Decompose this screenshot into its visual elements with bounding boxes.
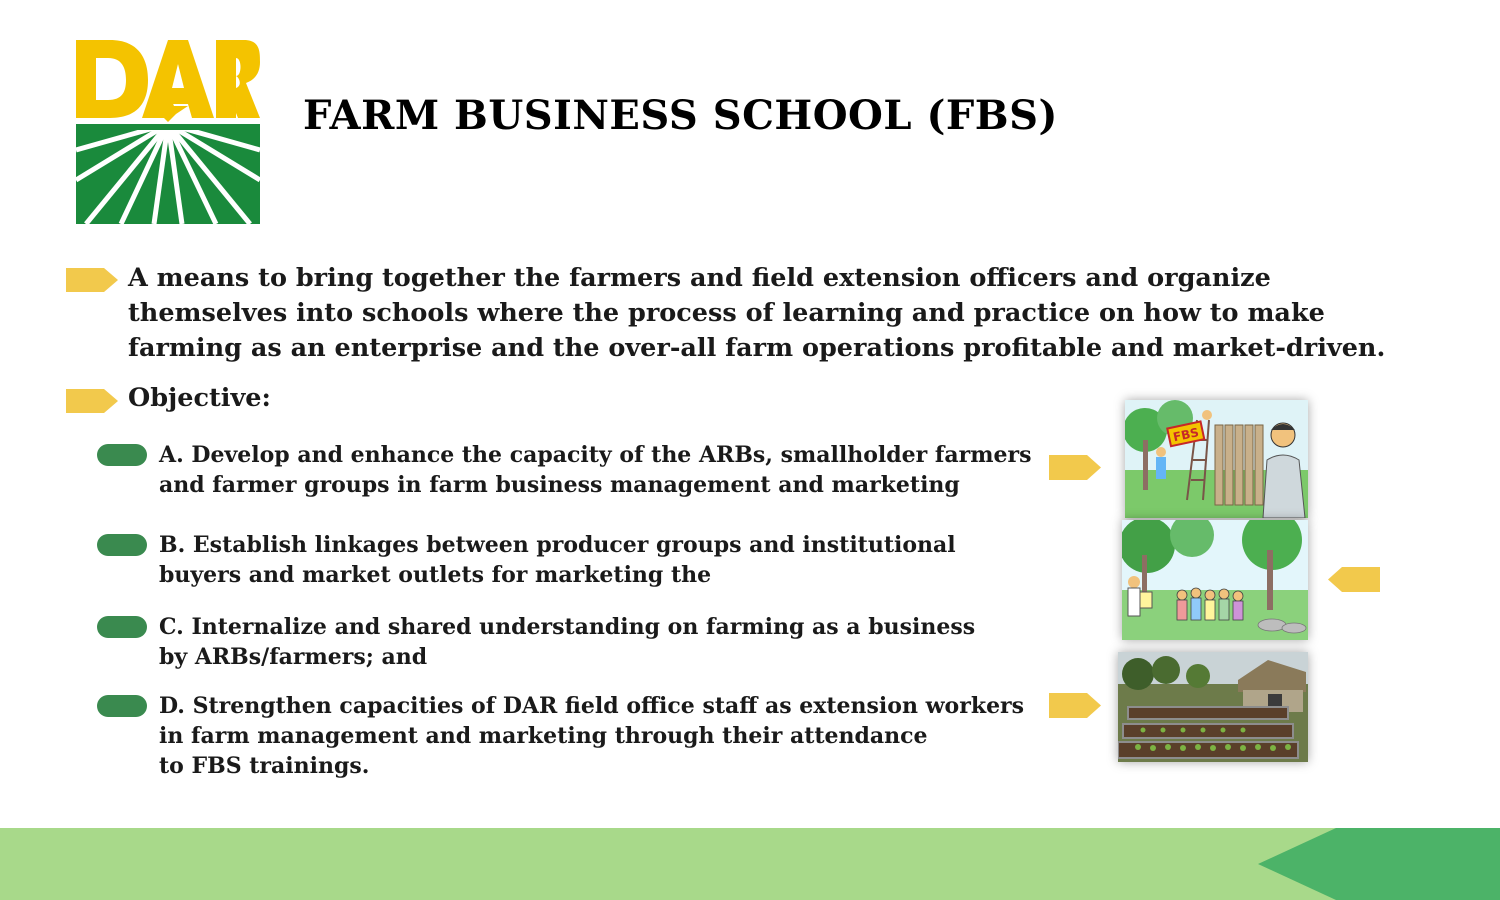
objective-item: C. Internalize and shared understanding … [159,612,975,672]
objective-heading: Objective: [128,383,271,413]
sign-label: FBS [1172,425,1200,444]
bullet-pill-icon [97,616,147,638]
bullet-arrow-icon [66,389,118,413]
objective-line: buyers and market outlets for marketing … [159,562,712,588]
objective-line: B. Establish linkages between producer g… [159,532,956,558]
objective-line: D. Strengthen capacities of DAR field of… [159,693,1025,719]
page-title: FARM BUSINESS SCHOOL (FBS) [303,92,1058,139]
objective-line: by ARBs/farmers; and [159,644,428,670]
objective-item: A. Develop and enhance the capacity of t… [159,440,1031,500]
objective-line: and farmer groups in farm business manag… [159,472,960,498]
footer-band [0,828,1500,900]
definition-text: A means to bring together the farmers an… [128,261,1385,366]
definition-line: A means to bring together the farmers an… [128,263,1271,293]
objective-line: in farm management and marketing through… [159,723,928,749]
bullet-pill-icon [97,444,147,466]
objective-item: B. Establish linkages between producer g… [159,530,956,590]
objective-line: to FBS trainings. [159,753,370,779]
objective-item: D. Strengthen capacities of DAR field of… [159,691,1024,781]
definition-line: farming as an enterprise and the over-al… [128,333,1386,363]
illustration-farmers-class [1122,520,1308,640]
photo-vegetable-garden [1118,652,1308,762]
pointer-arrow-icon [1049,693,1101,718]
pointer-arrow-left-icon [1328,567,1380,592]
pointer-arrow-icon [1049,455,1101,480]
bullet-pill-icon [97,534,147,556]
objective-line: C. Internalize and shared understanding … [159,614,976,640]
objective-line: A. Develop and enhance the capacity of t… [159,442,1032,468]
dar-logo [76,40,260,224]
bullet-arrow-icon [66,268,118,292]
definition-line: themselves into schools where the proces… [128,298,1325,328]
bullet-pill-icon [97,695,147,717]
illustration-fbs-sign: FBS [1125,400,1308,518]
